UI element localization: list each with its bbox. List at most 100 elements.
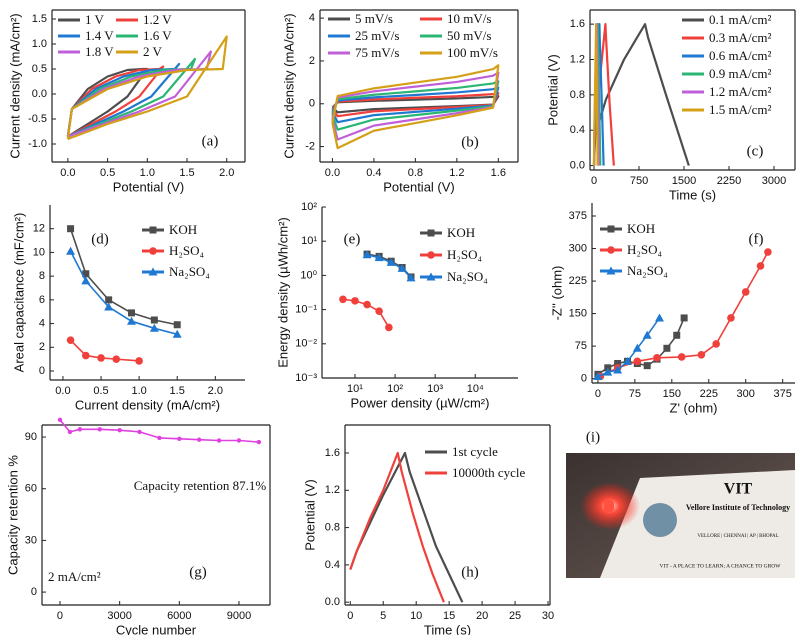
y-tick-label: 1.6 — [325, 447, 340, 459]
marker — [756, 262, 765, 270]
marker — [613, 365, 623, 374]
marker — [374, 253, 384, 262]
y-tick-label: 0 — [31, 586, 37, 598]
y-tick-label: 0.0 — [325, 596, 340, 608]
x-tick-label: 0.5 — [93, 385, 108, 397]
marker — [607, 246, 615, 254]
marker — [633, 357, 642, 366]
marker — [66, 336, 75, 344]
x-tick-label: 10³ — [427, 383, 443, 395]
x-tick-label: 0.4 — [366, 167, 381, 179]
marker — [351, 297, 359, 305]
panel-label: (b) — [461, 134, 479, 150]
marker — [614, 359, 622, 367]
marker — [97, 427, 102, 432]
marker — [173, 321, 181, 329]
x-tick-label: 0.5 — [100, 167, 115, 179]
banner — [600, 470, 795, 578]
series-line — [597, 317, 685, 375]
y-tick-label: 150 — [569, 308, 587, 320]
marker — [149, 247, 157, 255]
marker — [663, 344, 671, 352]
marker — [82, 351, 90, 360]
legend-label: KOH — [627, 221, 655, 236]
marker — [128, 309, 136, 317]
x-tick-label: 0.8 — [408, 167, 423, 179]
x-tick-label: 300 — [737, 388, 755, 400]
x-tick-label: 1.2 — [449, 167, 464, 179]
marker — [105, 296, 113, 304]
y-tick-label: 1.5 — [32, 13, 47, 25]
marker — [397, 263, 407, 272]
chart-panel: 0 5 10 15 20 25 30 0.0 0.4 0.8 1.2 1.6 Time (s) Poten… — [302, 424, 554, 635]
y-tick-label: 0.8 — [325, 521, 340, 533]
marker — [137, 429, 142, 435]
y-tick-label: 4 — [309, 12, 315, 24]
legend-label: 1.2 V — [143, 12, 172, 27]
series-line — [69, 228, 178, 326]
marker — [741, 288, 750, 296]
marker — [172, 329, 182, 338]
x-tick-label: 0.0 — [60, 167, 75, 179]
x-tick-label: 0 — [595, 388, 601, 400]
photo-text: Vellore Institute of Technology — [686, 503, 790, 512]
marker — [727, 314, 735, 322]
y-axis-label: Capacity retention % — [5, 455, 20, 575]
marker — [149, 226, 157, 234]
marker — [697, 351, 706, 359]
y-tick-label: 2 — [309, 55, 315, 67]
x-tick-label: 1.5 — [179, 167, 194, 179]
y-axis-label: Energy density (µWh/cm²) — [275, 217, 290, 368]
series-line — [331, 86, 500, 124]
x-axis-label: Z' (ohm) — [670, 400, 718, 415]
legend-label: 0.9 mA/cm² — [709, 66, 771, 81]
x-axis-label: Cycle number — [116, 622, 197, 635]
y-tick-label: 10⁰ — [300, 269, 317, 281]
x-tick-label: 15 — [443, 610, 455, 622]
marker — [362, 250, 372, 259]
y-axis-label: Potential (V) — [302, 479, 317, 551]
marker — [386, 257, 396, 266]
marker — [117, 427, 122, 433]
x-tick-label: 10 — [410, 610, 422, 622]
marker — [82, 270, 90, 278]
photo-text: VIT - A PLACE TO LEARN; A CHANCE TO GROW — [660, 563, 782, 569]
x-tick-label: 0.0 — [325, 167, 340, 179]
marker — [673, 331, 681, 339]
y-axis-label: Current density (mA/cm²) — [7, 13, 22, 158]
y-tick-label: 10⁻² — [295, 338, 317, 350]
legend-label: H₂SO₄ — [447, 247, 483, 262]
series-line — [331, 91, 500, 118]
y-tick-label: 10 — [33, 246, 45, 258]
x-tick-label: 5 — [380, 610, 386, 622]
marker — [104, 302, 114, 311]
x-tick-label: 375 — [774, 388, 792, 400]
x-tick-label: 9000 — [227, 610, 251, 622]
panel-label: (c) — [747, 143, 764, 159]
legend-label: 25 mV/s — [355, 28, 399, 43]
led — [604, 500, 614, 512]
legend-label: 2 V — [143, 44, 163, 59]
marker — [680, 314, 688, 322]
marker — [197, 437, 202, 442]
marker — [363, 300, 371, 309]
panel-label: (h) — [461, 564, 479, 580]
y-tick-label: 90 — [25, 431, 37, 443]
marker — [256, 439, 262, 445]
y-axis-label: -Z'' (ohm) — [549, 266, 564, 321]
legend-label: H₂SO₄ — [169, 243, 205, 258]
y-tick-label: 375 — [569, 210, 587, 222]
x-tick-label: 225 — [700, 388, 718, 400]
y-tick-label: 10⁻³ — [295, 372, 317, 384]
x-tick-label: 1.0 — [131, 385, 146, 397]
series-line — [331, 64, 500, 150]
y-tick-label: 0.4 — [570, 124, 585, 136]
x-tick-label: 2250 — [717, 175, 741, 187]
y-axis-label: Potential (V) — [545, 54, 560, 126]
marker — [150, 316, 158, 324]
marker — [77, 427, 83, 432]
x-tick-label: 150 — [663, 388, 681, 400]
series-line — [331, 80, 500, 131]
y-tick-label: 1.2 — [570, 53, 585, 65]
